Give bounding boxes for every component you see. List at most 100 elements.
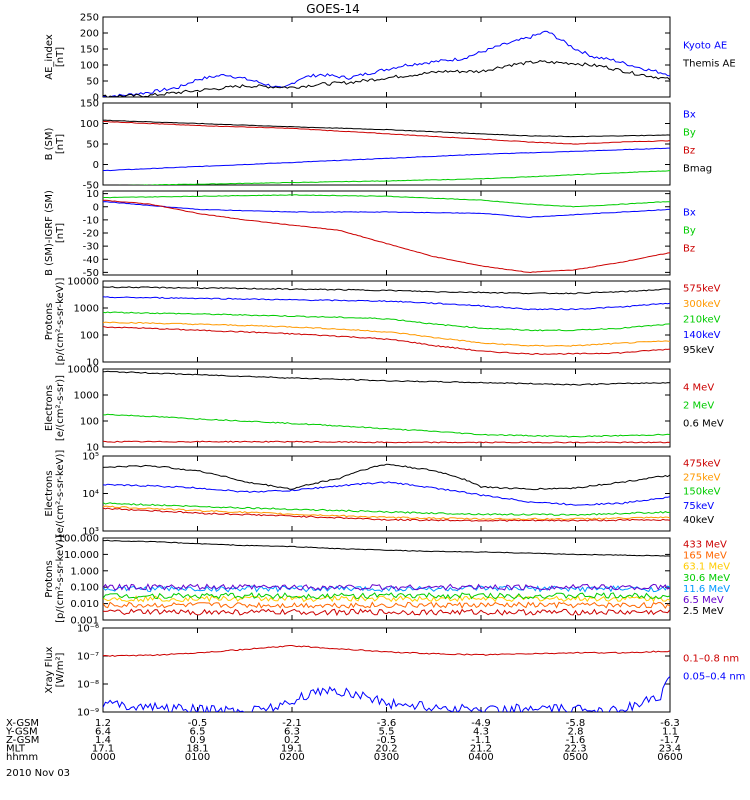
legend-entry: Bz [683,243,695,254]
legend-entry: 575keV [683,284,721,295]
legend-entry: 300keV [683,299,721,310]
series-line-bz [103,120,670,145]
x-row-value: 17.1 [92,744,114,755]
x-row-value: 0400 [468,752,493,763]
y-axis-label: [W/m²] [55,652,66,687]
x-row-value: -0.5 [377,735,397,746]
series-line-140kev [103,296,670,311]
series-line-by [103,194,670,208]
y-tick-label: -50 [83,181,99,192]
panel-electrons1: 10000 1000 100 10 Electrons [e/(cm²-s-sr)] 4 M… [44,365,724,454]
panel-protons1: 10000 1000 100 10 Protons [p/(cm²-s-sr-keV)] 5… [44,277,721,369]
panel-electrons2: 10⁵ 10⁴ 10³ Electrons [e/(cm²-s-sr-keV)] 475k… [44,450,721,538]
x-row-label: hhmm [6,752,38,763]
x-row-label: X-GSM [6,718,39,729]
y-tick-label: 100 [80,417,99,428]
x-row-value: 0500 [563,752,588,763]
x-row-value: 1.4 [95,735,111,746]
legend-entry: 165 MeV [683,550,727,561]
y-axis-label: [nT] [55,47,66,67]
x-row-value: 5.5 [379,727,395,738]
date-label: 2010 Nov 03 [6,768,70,779]
y-tick-label: -30 [83,242,99,253]
legend-entry: 150keV [683,487,721,498]
x-row-label: Y-GSM [5,727,38,738]
x-row-value: 0.9 [190,735,206,746]
series-line-0-6-mev [103,370,670,386]
legend-entry: 475keV [683,458,721,469]
x-row-value: 6.5 [190,727,206,738]
y-tick-label: 0 [93,202,99,213]
y-axis-label: [e/(cm²-s-sr-keV)] [55,450,66,538]
legend-entry: 275keV [683,472,721,483]
series-line-300kev [103,321,670,347]
y-axis-label: [nT] [55,134,66,154]
legend-entry: 2.5 MeV [683,606,724,617]
series-line-bx [103,201,670,218]
chart-title: GOES-14 [306,2,360,16]
x-row-label: Z-GSM [6,735,39,746]
y-tick-label: 200 [80,29,99,40]
series-line-63-1-mev [103,594,670,603]
legend-entry: 2 MeV [683,400,714,411]
series-line-by [118,170,670,185]
y-axis-label: Electrons [44,385,55,431]
y-tick-label: 10000 [67,365,99,376]
y-tick-label: 0 [93,93,99,104]
legend-entry: Bx [683,207,696,218]
series-line-30-6-mev [103,592,670,600]
y-tick-label: 50 [86,140,99,151]
y-tick-label: 100 [80,119,99,130]
x-axis-table: X-GSM 1.2 -0.5 -2.1 -3.6 -4.9 -5.8 -6.3 Y-GSM 6.4… [5,718,683,763]
series-line-11-6-mev [103,584,670,593]
y-tick-label: -40 [83,255,99,266]
x-row-value: 21.2 [470,744,492,755]
x-row-value: -1.1 [471,735,491,746]
legend-entry: 11.6 MeV [683,584,730,595]
legend-entry: 140keV [683,330,721,341]
legend-entry: 40keV [683,515,714,526]
series-line-275kev [103,505,670,521]
y-tick-label: 1.000 [70,566,99,577]
x-row-value: 6.3 [284,727,300,738]
panel-frame [102,190,671,276]
legend-entry: 210keV [683,314,721,325]
x-row-value: 0200 [279,752,304,763]
series-line-bz [103,199,670,274]
panel-bsm: 150 100 50 0 -50 B (SM) [nT] Bx By Bz Bmag [44,99,712,192]
legend-entry: 0.1–0.8 nm [683,653,739,664]
y-tick-label: 10⁴ [82,489,99,500]
y-axis-label: [nT] [55,223,66,243]
y-tick-label: 10000 [67,277,99,288]
legend-entry: 63.1 MeV [683,562,730,573]
legend-entry: Bz [683,145,695,156]
x-row-value: 4.3 [473,727,489,738]
x-row-value: -1.7 [660,735,680,746]
x-row-value: -3.6 [377,718,397,729]
legend-entry: By [683,127,696,138]
series-line-40kev [103,463,670,491]
y-tick-label: -20 [83,229,99,240]
y-tick-label: 10 [86,443,99,454]
legend-entry: Bmag [683,163,712,174]
x-row-value: -0.5 [188,718,208,729]
y-axis-label: B (SM)-IGRF (SM) [44,190,55,276]
y-axis-label: Protons [44,303,55,340]
x-row-value: 1.2 [95,718,111,729]
panel-frame [102,16,671,98]
y-tick-label: 10⁵ [82,452,99,463]
y-tick-label: 10 [86,358,99,369]
x-row-value: 0.2 [284,735,300,746]
series-line-575kev [103,326,670,355]
legend-entry: 4 MeV [683,382,714,393]
x-row-value: 0600 [657,752,682,763]
panel-frame [102,627,671,713]
legend-entry: 95keV [683,345,714,356]
panel-xray: 10⁻⁶ 10⁻⁷ 10⁻⁸ 10⁻⁹ Xray Flux [W/m²] 0.1–0.8 n… [44,624,745,719]
panel-protons2: 100.000 10.000 1.000 0.100 0.010 0.001 Protons… [44,534,730,627]
y-tick-label: -50 [83,268,99,279]
y-tick-label: 100 [80,331,99,342]
x-row-value: 2.8 [568,727,584,738]
series-line-6-5-mev [103,583,670,592]
